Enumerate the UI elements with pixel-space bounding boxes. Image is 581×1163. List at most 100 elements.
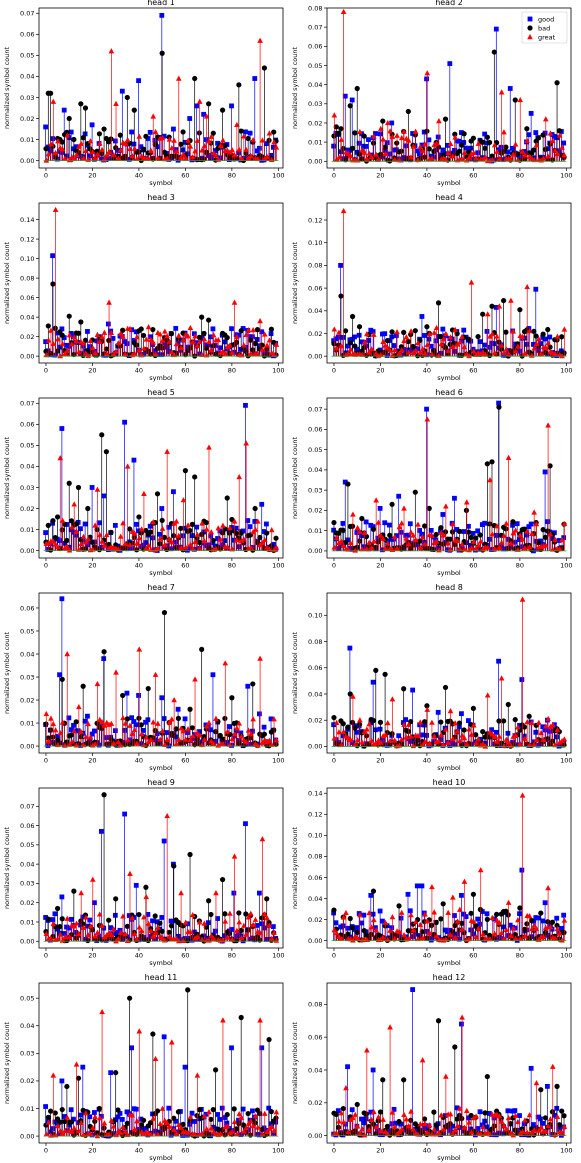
marker-good [59,426,65,431]
marker-great [336,329,342,335]
marker-bad [192,474,198,480]
marker-great [368,545,375,551]
marker-great [224,544,231,550]
marker-great [103,152,110,158]
marker-good [238,730,244,736]
marker-great [373,497,379,503]
marker-great [512,527,519,533]
marker-bad [482,145,488,151]
x-tick-label: 100 [272,367,284,375]
marker-good [243,402,248,408]
chart-panel-4: head 4 symbol normalized symbol count 0 20 40… [291,193,573,382]
marker-bad [82,105,89,111]
marker-good [131,457,137,463]
marker-good [398,529,404,535]
marker-great [173,741,180,747]
marker-bad [405,108,411,115]
marker-great [106,545,112,551]
marker-great [536,336,542,342]
marker-great [203,526,210,532]
marker-bad [412,489,418,495]
marker-great [391,533,398,540]
marker-great [229,735,236,742]
marker-bad [547,463,553,469]
marker-good [194,524,200,530]
marker-bad [203,519,209,526]
marker-great [503,346,510,352]
marker-great [531,509,537,515]
marker-good [493,26,499,32]
marker-great [159,525,166,531]
marker-good [363,144,369,149]
marker-bad [43,721,49,727]
marker-good [89,485,95,490]
marker-good [440,512,446,517]
marker-great [431,733,438,739]
marker-great [145,324,152,330]
marker-great [466,154,472,160]
marker-great [354,524,361,531]
marker-bad [477,532,483,538]
marker-bad [389,329,395,335]
y-tick-label: 0.08 [308,638,322,646]
marker-great [250,136,256,143]
marker-good [419,531,425,537]
marker-bad [66,115,72,122]
marker-great [422,738,428,745]
marker-good [510,522,515,528]
marker-great [452,326,458,332]
marker-great [505,454,512,460]
x-tick-label: 20 [88,172,96,180]
marker-great [531,345,537,351]
plot-area [38,592,284,754]
marker-good [419,142,425,148]
marker-bad [533,333,539,339]
marker-great [201,538,208,544]
y-axis-label: normalized symbol count [3,437,11,520]
marker-great [345,546,352,552]
marker-great [419,147,426,154]
marker-bad [342,328,349,334]
marker-bad [50,518,56,524]
marker-great [445,149,451,156]
marker-bad [433,531,439,538]
marker-great [241,133,247,139]
marker-good [154,731,160,737]
marker-bad [203,345,209,351]
marker-great [87,734,94,740]
marker-great [48,327,54,333]
y-tick-label: 0.06 [308,426,322,434]
marker-bad [52,534,58,541]
marker-great [396,350,403,356]
marker-great [533,142,540,148]
marker-great [424,341,431,348]
marker-great [424,706,431,712]
marker-bad [261,65,268,71]
marker-great [199,520,205,526]
marker-great [387,347,393,353]
marker-good [182,139,188,145]
marker-bad [412,328,418,334]
marker-good [92,728,97,734]
marker-great [417,349,424,355]
marker-bad [96,131,103,137]
marker-good [505,536,511,542]
marker-great [415,340,421,346]
marker-great [482,351,489,357]
marker-bad [261,731,268,737]
marker-good [66,715,72,721]
chart-panel-6: head 6 symbol normalized symbol count 0 20 40… [291,388,573,577]
marker-great [175,532,182,538]
marker-great [196,545,203,551]
marker-great [194,342,201,348]
marker-bad [542,534,549,541]
marker-great [522,152,528,158]
marker-great [508,155,514,162]
marker-great [410,143,417,149]
marker-good [129,129,135,135]
marker-bad [99,432,105,438]
marker-good [377,131,383,137]
y-tick-label: 0.08 [308,262,322,270]
marker-great [117,330,124,336]
marker-great [271,351,277,358]
